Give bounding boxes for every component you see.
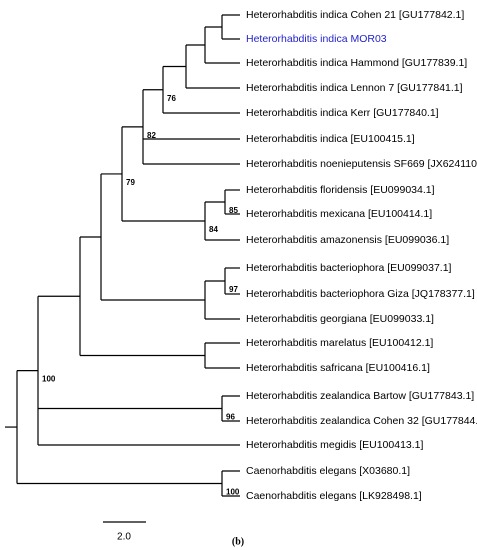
support-value: 100 (42, 375, 56, 384)
support-value: 85 (229, 206, 238, 215)
leaf-label: Heterorhabditis georgiana [EU099033.1] (246, 313, 434, 325)
support-value: 96 (226, 413, 235, 422)
leaf-label: Heterorhabditis indica [EU100415.1] (246, 133, 415, 145)
leaf-label: Heterorhabditis floridensis [EU099034.1] (246, 184, 435, 196)
leaf-label: Heterorhabditis bacteriophora Giza [JQ17… (246, 288, 475, 300)
leaf-label: Heterorhabditis marelatus [EU100412.1] (246, 337, 433, 349)
leaf-label: Heterorhabditis amazonensis [EU099036.1] (246, 234, 449, 246)
leaf-label: Heterorhabditis bacteriophora [EU099037.… (246, 262, 452, 274)
leaf-label: Heterorhabditis safricana [EU100416.1] (246, 362, 430, 374)
leaf-label: Heterorhabditis indica MOR03 (246, 33, 387, 45)
support-value: 97 (229, 285, 238, 294)
scale-bar-label: 2.0 (117, 532, 131, 543)
leaf-label: Heterorhabditis indica Kerr [GU177840.1] (246, 107, 439, 119)
leaf-label: Heterorhabditis zealandica Cohen 32 [GU1… (246, 415, 477, 427)
support-value: 76 (167, 94, 176, 103)
support-value: 79 (126, 178, 135, 187)
leaf-label: Heterorhabditis indica Cohen 21 [GU17784… (246, 9, 464, 21)
support-value: 84 (209, 225, 218, 234)
support-value: 82 (147, 131, 156, 140)
leaf-label: Heterorhabditis zealandica Bartow [GU177… (246, 390, 474, 402)
leaf-label: Heterorhabditis megidis [EU100413.1] (246, 439, 424, 451)
support-value: 100 (226, 488, 240, 497)
leaf-label: Heterorhabditis indica Hammond [GU177839… (246, 57, 467, 69)
leaf-label: Heterorhabditis noenieputensis SF669 [JX… (246, 158, 477, 170)
leaf-label: Heterorhabditis mexicana [EU100414.1] (246, 208, 432, 220)
leaf-label: Heterorhabditis indica Lennon 7 [GU17784… (246, 82, 463, 94)
caption: (b) (232, 536, 244, 547)
leaf-label: Caenorhabditis elegans [X03680.1] (246, 465, 410, 477)
leaf-label: Caenorhabditis elegans [LK928498.1] (246, 490, 422, 502)
